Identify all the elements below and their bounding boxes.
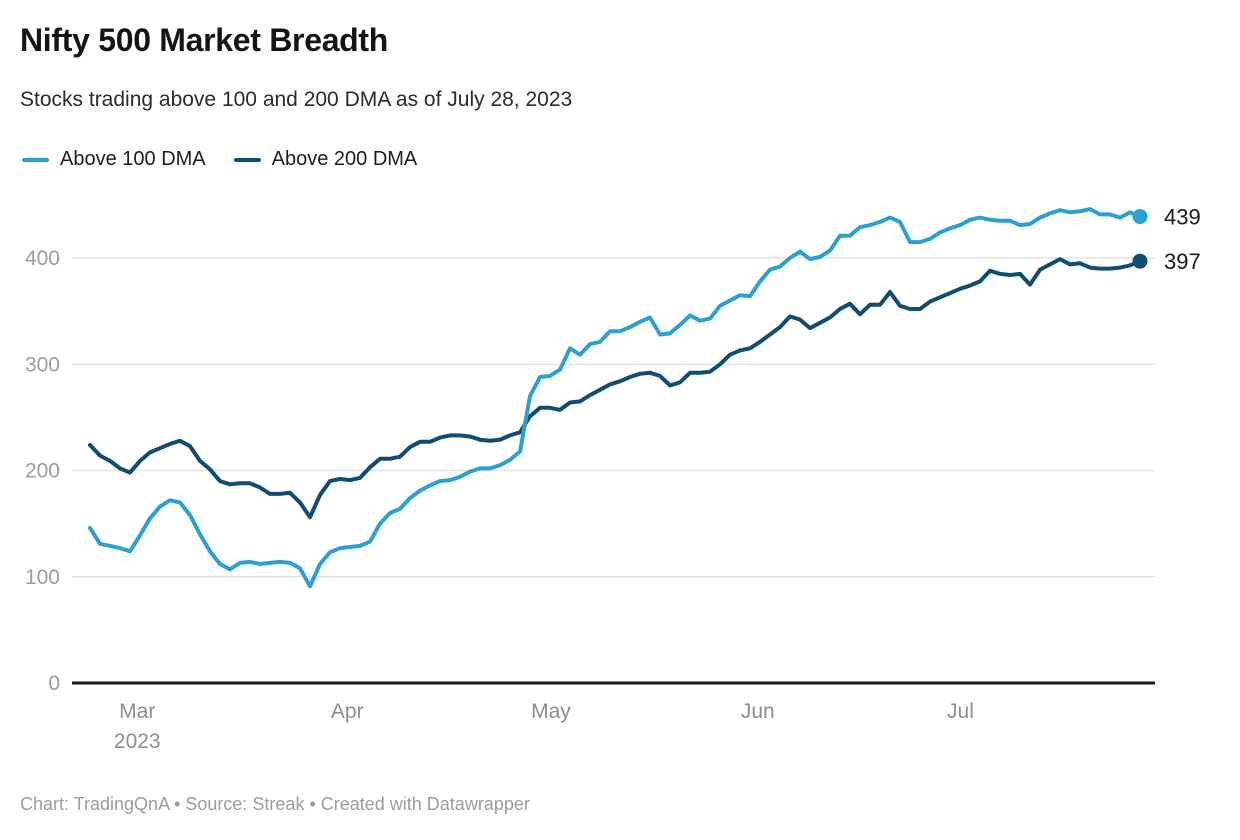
x-tick-label: Jun: [741, 700, 775, 723]
chart-title: Nifty 500 Market Breadth: [20, 22, 389, 58]
y-tick-label: 100: [25, 566, 60, 589]
legend-item-above-100-dma: Above 100 DMA: [22, 148, 206, 171]
legend: Above 100 DMA Above 200 DMA: [22, 148, 417, 171]
y-tick-label: 300: [25, 353, 60, 376]
chart-subtitle: Stocks trading above 100 and 200 DMA as …: [20, 88, 573, 111]
x-tick-label: Mar: [119, 700, 155, 723]
legend-swatch-above-200-dma: [233, 157, 261, 162]
legend-item-above-200-dma: Above 200 DMA: [233, 148, 418, 171]
chart-credit: Chart: TradingQnA • Source: Streak • Cre…: [20, 794, 530, 814]
x-tick-label: Jul: [947, 700, 974, 723]
x-tick-label: May: [531, 700, 571, 723]
end-label-above-200-dma: 397: [1164, 249, 1201, 274]
legend-label-above-200-dma: Above 200 DMA: [271, 148, 418, 170]
series-line-above-100-dma: [88, 207, 1142, 589]
y-tick-label: 400: [25, 247, 60, 270]
end-label-above-100-dma: 439: [1164, 205, 1201, 230]
end-dot-above-100-dma: [1132, 209, 1148, 225]
x-tick-label: Apr: [331, 700, 364, 723]
series-line-above-200-dma: [88, 257, 1142, 520]
end-dot-above-200-dma: [1132, 253, 1148, 269]
x-tick-sublabel: 2023: [114, 730, 161, 753]
y-tick-label: 0: [48, 672, 60, 695]
y-tick-label: 200: [25, 460, 60, 483]
legend-label-above-100-dma: Above 100 DMA: [60, 148, 206, 170]
legend-swatch-above-100-dma: [22, 157, 49, 162]
